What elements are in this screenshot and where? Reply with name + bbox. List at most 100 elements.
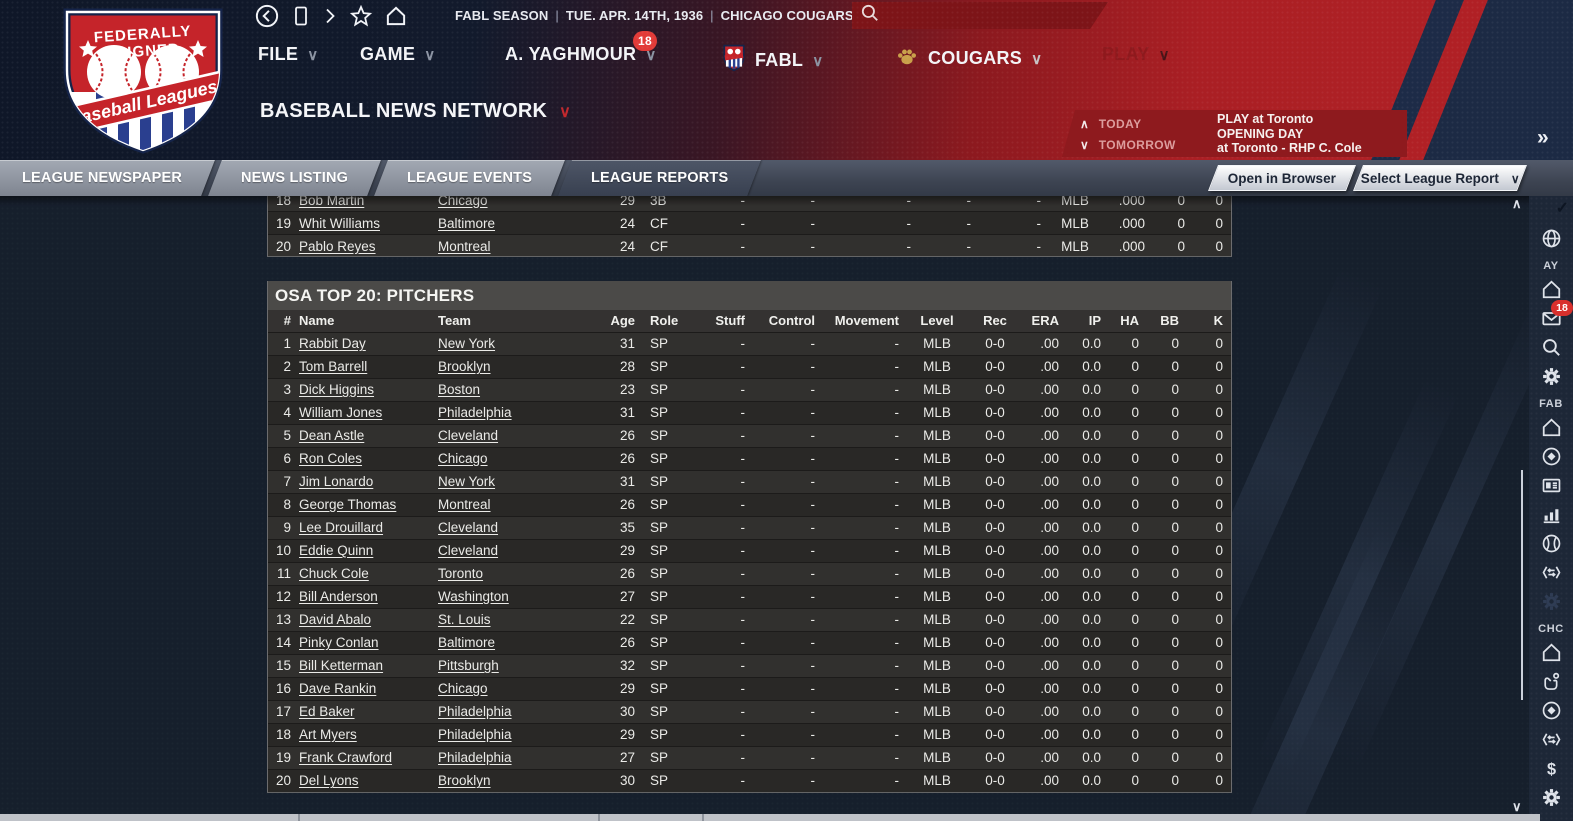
schedule-today-row[interactable]: ∧ TODAY xyxy=(1080,113,1176,134)
player-link[interactable]: Ron Coles xyxy=(296,446,436,470)
menu-league[interactable]: FABL ∨ xyxy=(722,44,823,77)
player-link[interactable]: William Jones xyxy=(296,400,436,424)
team-link[interactable]: Pittsburgh xyxy=(436,653,596,677)
player-link[interactable]: Dick Higgins xyxy=(296,377,436,401)
tab-league-newspaper[interactable]: LEAGUE NEWSPAPER xyxy=(0,160,215,196)
menu-file[interactable]: FILE ∨ xyxy=(258,44,319,64)
team-link[interactable]: Philadelphia xyxy=(436,699,596,723)
league-scores-icon[interactable] xyxy=(1539,446,1563,468)
player-link[interactable]: Lee Drouillard xyxy=(296,515,436,539)
column-header[interactable]: ERA xyxy=(1023,310,1067,332)
column-header[interactable]: IP xyxy=(1067,310,1109,332)
column-header[interactable]: Movement xyxy=(823,310,907,332)
back-icon[interactable] xyxy=(255,4,279,28)
player-link[interactable]: Dean Astle xyxy=(296,423,436,447)
menu-play[interactable]: PLAY ∨ xyxy=(1102,44,1170,64)
team-link[interactable]: Chicago xyxy=(436,196,596,212)
player-link[interactable]: Frank Crawford xyxy=(296,745,436,769)
player-link[interactable]: Chuck Cole xyxy=(296,561,436,585)
team-home-icon[interactable] xyxy=(1539,642,1563,664)
column-header[interactable]: Level xyxy=(907,310,967,332)
player-link[interactable]: David Abalo xyxy=(296,607,436,631)
column-header[interactable]: HA xyxy=(1109,310,1147,332)
player-link[interactable]: Dave Rankin xyxy=(296,676,436,700)
team-link[interactable]: Toronto xyxy=(436,561,596,585)
team-link[interactable]: New York xyxy=(436,469,596,493)
league-settings-icon[interactable] xyxy=(1539,591,1563,613)
expand-panel-icon[interactable]: » xyxy=(1537,126,1549,149)
team-finances-icon[interactable]: $ xyxy=(1539,758,1563,780)
column-header[interactable]: Age xyxy=(596,310,641,332)
player-link[interactable]: Jim Lonardo xyxy=(296,469,436,493)
column-header[interactable]: K xyxy=(1187,310,1231,332)
news-network-selector[interactable]: BASEBALL NEWS NETWORK ∨ xyxy=(260,100,571,123)
player-link[interactable]: Pinky Conlan xyxy=(296,630,436,654)
forward-icon[interactable] xyxy=(323,5,337,27)
open-in-browser-button[interactable]: Open in Browser xyxy=(1208,165,1356,191)
team-link[interactable]: Chicago xyxy=(436,446,596,470)
team-link[interactable]: Philadelphia xyxy=(436,400,596,424)
team-link[interactable]: New York xyxy=(436,331,596,355)
team-link[interactable]: Baltimore xyxy=(436,630,596,654)
manager-settings-icon[interactable] xyxy=(1539,366,1563,388)
team-link[interactable]: Brooklyn xyxy=(436,768,596,792)
team-link[interactable]: Philadelphia xyxy=(436,722,596,746)
column-header[interactable]: Rec xyxy=(967,310,1023,332)
team-link[interactable]: Montreal xyxy=(436,234,596,256)
scroll-up-icon[interactable]: ∧ xyxy=(1512,196,1522,211)
menu-team[interactable]: COUGARS ∨ xyxy=(895,44,1042,73)
team-lineup-icon[interactable] xyxy=(1539,671,1563,693)
team-link[interactable]: Montreal xyxy=(436,492,596,516)
column-header[interactable]: Stuff xyxy=(691,310,753,332)
player-link[interactable]: Ed Baker xyxy=(296,699,436,723)
player-link[interactable]: Tom Barrell xyxy=(296,354,436,378)
league-transactions-icon[interactable] xyxy=(1539,562,1563,584)
player-link[interactable]: Rabbit Day xyxy=(296,331,436,355)
player-link[interactable]: Art Myers xyxy=(296,722,436,746)
team-link[interactable]: Cleveland xyxy=(436,515,596,539)
team-link[interactable]: Baltimore xyxy=(436,211,596,235)
team-link[interactable]: Chicago xyxy=(436,676,596,700)
team-link[interactable]: Boston xyxy=(436,377,596,401)
schedule-tomorrow-row[interactable]: ∨ TOMORROW xyxy=(1080,134,1176,155)
menu-game[interactable]: GAME ∨ xyxy=(360,44,436,64)
menu-manager[interactable]: A. YAGHMOUR ∨ 18 xyxy=(505,31,657,65)
team-scores-icon[interactable] xyxy=(1539,700,1563,722)
column-header[interactable]: BB xyxy=(1147,310,1187,332)
scrollbar-thumb[interactable] xyxy=(1521,470,1523,700)
player-link[interactable]: Bob Martin xyxy=(296,196,436,212)
team-transactions-icon[interactable] xyxy=(1539,729,1563,751)
search-icon[interactable] xyxy=(1539,337,1563,359)
player-link[interactable]: Bill Ketterman xyxy=(296,653,436,677)
player-link[interactable]: Whit Williams xyxy=(296,211,436,235)
bookmark-star-icon[interactable] xyxy=(350,5,372,27)
tab-news-listing[interactable]: NEWS LISTING xyxy=(208,160,382,196)
player-link[interactable]: Bill Anderson xyxy=(296,584,436,608)
column-header[interactable]: Control xyxy=(753,310,823,332)
team-link[interactable]: Philadelphia xyxy=(436,745,596,769)
column-header[interactable]: # xyxy=(268,310,296,332)
tab-league-reports[interactable]: LEAGUE REPORTS xyxy=(558,160,762,196)
search-input[interactable] xyxy=(852,2,1108,29)
league-home-icon[interactable] xyxy=(1539,417,1563,439)
player-link[interactable]: Del Lyons xyxy=(296,768,436,792)
column-header[interactable]: Name xyxy=(296,310,436,332)
home-icon[interactable] xyxy=(385,5,407,27)
column-header[interactable]: Team xyxy=(436,310,596,332)
globe-icon[interactable] xyxy=(1539,228,1563,250)
league-players-icon[interactable] xyxy=(1539,533,1563,555)
column-header[interactable]: Role xyxy=(641,310,691,332)
scroll-down-icon[interactable]: ∨ xyxy=(1512,799,1522,814)
team-link[interactable]: Washington xyxy=(436,584,596,608)
mail-icon[interactable]: 18 xyxy=(1539,299,1573,330)
stop-icon[interactable] xyxy=(292,5,310,27)
team-link[interactable]: St. Louis xyxy=(436,607,596,631)
league-news-icon[interactable] xyxy=(1539,475,1563,497)
team-settings-icon[interactable] xyxy=(1539,787,1563,809)
league-stats-icon[interactable] xyxy=(1539,504,1563,526)
tab-league-events[interactable]: LEAGUE EVENTS xyxy=(374,160,566,196)
team-link[interactable]: Brooklyn xyxy=(436,354,596,378)
player-link[interactable]: George Thomas xyxy=(296,492,436,516)
player-link[interactable]: Eddie Quinn xyxy=(296,538,436,562)
team-link[interactable]: Cleveland xyxy=(436,538,596,562)
